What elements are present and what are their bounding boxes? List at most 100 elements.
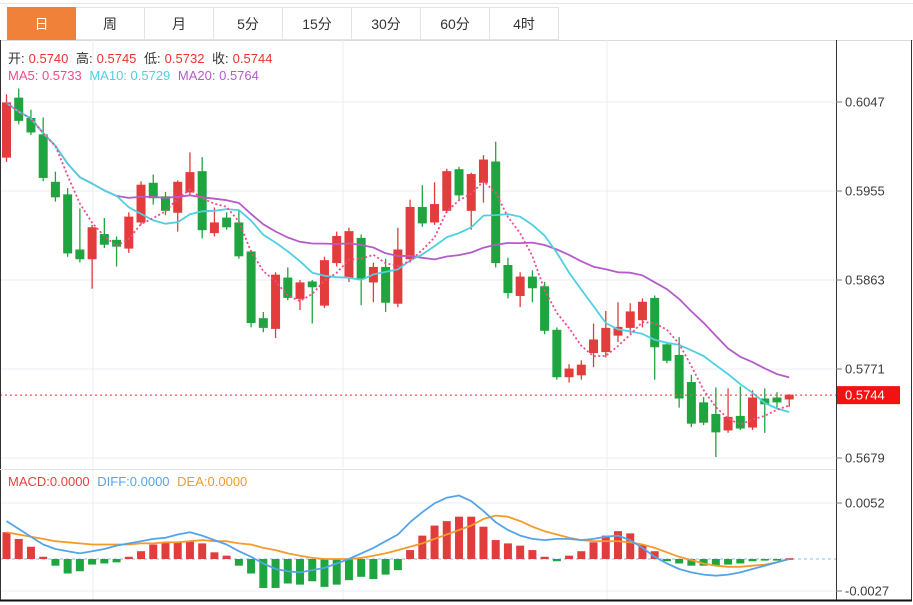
- candle-body: [63, 194, 73, 254]
- candle-body: [160, 196, 170, 211]
- macd-bar: [662, 559, 671, 562]
- close-value: 0.5744: [232, 51, 273, 66]
- ma10-value: MA10: 0.5729: [89, 68, 171, 83]
- macd-bar: [711, 559, 720, 566]
- macd-bar: [185, 541, 194, 559]
- macd-bar: [724, 559, 733, 565]
- candle-body: [246, 251, 256, 324]
- candles: [2, 88, 794, 458]
- candle-body: [637, 301, 647, 321]
- macd-bar: [675, 559, 684, 564]
- macd-bar: [39, 556, 48, 559]
- tab-timeframe-5[interactable]: 30分: [352, 7, 421, 40]
- macd-bar: [467, 516, 476, 559]
- low-label: 低:: [144, 51, 161, 66]
- high-value: 0.5745: [96, 51, 137, 66]
- candle-body: [222, 217, 232, 228]
- macd-bar: [210, 552, 219, 559]
- macd-bar: [552, 559, 561, 562]
- candle-body: [148, 182, 158, 199]
- axis-tick-label: 0.0052: [845, 496, 885, 511]
- candle-body: [625, 311, 635, 328]
- tab-timeframe-7[interactable]: 4时: [490, 7, 559, 40]
- axis-tick-label: -0.0027: [845, 584, 889, 599]
- candle-body: [307, 281, 317, 288]
- timeframe-tabbar: 日周月 5分 15分 30分 60分 4时: [7, 7, 559, 40]
- candle-body: [784, 394, 794, 400]
- candle-body: [393, 249, 403, 304]
- macd-bar: [75, 559, 84, 572]
- tab-timeframe-0[interactable]: 日: [7, 7, 76, 40]
- candle-body: [417, 206, 427, 224]
- candle-body: [344, 231, 354, 278]
- candle-body: [576, 364, 586, 376]
- tab-timeframe-1[interactable]: 周: [76, 7, 145, 40]
- candle-body: [405, 206, 415, 260]
- candle-body: [601, 327, 611, 353]
- candle-body: [711, 413, 721, 433]
- macd-bar: [785, 558, 794, 560]
- price-axis: 0.6047 0.5955 0.5863 0.5771 0.5679 0.0052 -0.0…: [836, 95, 889, 599]
- macd-bar: [344, 559, 353, 581]
- low-value: 0.5732: [164, 51, 205, 66]
- last-price-tag: 0.5744: [837, 386, 900, 405]
- candle-body: [540, 286, 550, 331]
- top-divider: [0, 3, 913, 4]
- macd-bar: [173, 542, 182, 559]
- candle-body: [319, 260, 329, 306]
- macd-bar: [626, 533, 635, 559]
- macd-bar: [442, 521, 451, 559]
- candle-body: [258, 318, 268, 328]
- candle-body: [686, 382, 696, 424]
- macd-value: MACD:0.0000: [8, 474, 90, 489]
- high-label: 高:: [76, 51, 93, 66]
- tab-timeframe-2[interactable]: 月: [145, 7, 214, 40]
- candle-body: [50, 181, 60, 198]
- macd-bar: [650, 551, 659, 559]
- tab-timeframe-6[interactable]: 60分: [421, 7, 490, 40]
- candle-body: [699, 402, 709, 423]
- macd-bar: [516, 545, 525, 559]
- candle-body: [332, 235, 342, 264]
- open-value: 0.5740: [28, 51, 69, 66]
- candle-body: [503, 264, 513, 294]
- macd-bar: [124, 556, 133, 559]
- candle-body: [650, 297, 660, 348]
- macd-bar: [565, 555, 574, 559]
- macd-bar: [332, 559, 341, 585]
- candle-body: [283, 277, 293, 298]
- ma20-value: MA20: 0.5764: [177, 68, 259, 83]
- macd-bar: [234, 559, 243, 566]
- dea-value: DEA:0.0000: [177, 474, 248, 489]
- macd-bar: [479, 526, 488, 559]
- tab-timeframe-4[interactable]: 15分: [283, 7, 352, 40]
- macd-bar: [577, 551, 586, 559]
- macd-readout: MACD:0.0000 DIFF:0.0000 DEA:0.0000: [8, 474, 251, 489]
- macd-bar: [63, 559, 72, 574]
- dea-line: [6, 514, 790, 568]
- macd-bar: [14, 538, 23, 559]
- macd-bar: [137, 551, 146, 559]
- macd-bar: [589, 542, 598, 559]
- candle-body: [454, 169, 464, 196]
- macd-bar: [430, 525, 439, 559]
- ma10-line: [5, 102, 790, 413]
- candle-body: [735, 415, 745, 429]
- candle-body: [613, 326, 623, 336]
- candle-body: [772, 397, 782, 403]
- candle-body: [723, 416, 733, 431]
- macd-bar: [100, 559, 109, 564]
- candle-body: [185, 172, 195, 193]
- last-price-label: 0.5744: [845, 388, 885, 403]
- macd-bar: [222, 555, 231, 559]
- macd-lines: [6, 494, 790, 577]
- tab-timeframe-3[interactable]: 5分: [214, 7, 283, 40]
- macd-bar: [687, 559, 696, 566]
- candle-body: [466, 174, 476, 211]
- candle-body: [552, 329, 562, 378]
- macd-bar: [528, 550, 537, 559]
- axis-tick-label: 0.5771: [845, 362, 885, 377]
- macd-bar: [418, 535, 427, 559]
- candle-body: [748, 397, 758, 428]
